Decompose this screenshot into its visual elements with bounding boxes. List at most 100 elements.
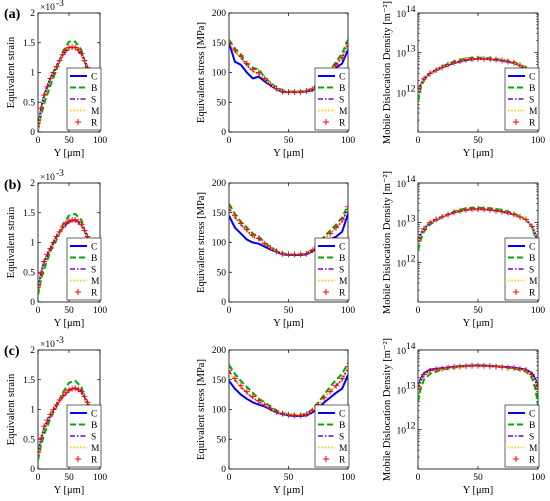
y-tick-label: 10 — [397, 259, 407, 269]
series-R-marker — [261, 401, 268, 408]
series-R-marker — [243, 388, 250, 395]
y-tick-label: 200 — [212, 9, 227, 19]
x-tick-label: 100 — [341, 136, 356, 146]
legend-label: S — [339, 96, 344, 106]
legend-item-C: C — [70, 243, 97, 253]
series-R-marker — [231, 46, 238, 53]
legend-item-S: S — [70, 433, 96, 443]
series-R-marker — [231, 212, 238, 219]
series-R-marker — [333, 61, 340, 68]
legend-label: B — [91, 254, 97, 264]
y-tick-label: 150 — [212, 376, 227, 386]
series-R-marker — [50, 69, 57, 76]
y-tick-power: 14 — [406, 175, 416, 185]
x-tick-label: 50 — [473, 306, 483, 316]
series-R-marker — [267, 244, 274, 251]
x-tick-label: 100 — [341, 306, 356, 316]
panel-a-strain: 0 50 100 0 0.5 1 1.5 2 ×10 -3 Y [μm] Equivalent str… — [6, 0, 107, 159]
series-R-marker — [475, 206, 481, 213]
legend-label: C — [529, 243, 535, 253]
y-axis-label: Equivalent stress [MPa] — [196, 192, 207, 293]
series-R-marker — [493, 207, 499, 214]
series-R-marker — [309, 407, 316, 414]
y-tick-power: 14 — [406, 5, 416, 15]
series-R-marker — [84, 399, 91, 406]
series-R-marker — [62, 389, 69, 396]
legend-item-C: C — [70, 410, 97, 420]
y-tick-label: 2 — [30, 9, 35, 19]
series-R-marker — [255, 397, 262, 404]
legend-label: S — [91, 433, 96, 443]
legend-label: S — [339, 433, 344, 443]
series-R-marker — [327, 388, 334, 395]
legend-label: R — [529, 289, 536, 299]
series-R-marker — [427, 219, 433, 226]
series-R-marker — [475, 362, 481, 369]
x-tick-label: 0 — [227, 306, 232, 316]
legend-label: M — [91, 277, 100, 287]
series-R-marker — [249, 232, 256, 239]
series-R-marker — [529, 371, 535, 378]
legend-item-S: S — [508, 433, 534, 443]
series-R-marker — [59, 51, 66, 58]
series-R-marker — [249, 66, 256, 73]
series-R-marker — [505, 209, 511, 216]
legend-item-B: B — [508, 421, 535, 431]
legend-label: R — [339, 289, 346, 299]
y-exponent-power: -3 — [56, 169, 64, 179]
y-tick-label: 0 — [30, 465, 35, 475]
legend-label: M — [529, 277, 538, 287]
series-R-marker — [38, 105, 45, 112]
series-R-marker — [517, 366, 523, 373]
y-exponent-label: ×10 — [40, 3, 55, 13]
y-axis-label: Equivalent stress [MPa] — [196, 359, 207, 460]
legend-item-C: C — [318, 73, 345, 83]
legend-label: C — [339, 410, 345, 420]
panel-c-stress: 0 50 100 0 50 100 150 200 Y [μm] Equivalent stres… — [196, 346, 355, 496]
legend-item-M: M — [508, 277, 538, 287]
series-R-marker — [231, 375, 238, 382]
legend-label: R — [529, 456, 536, 466]
x-tick-label: 100 — [531, 473, 546, 483]
series-R-marker — [267, 405, 274, 412]
y-tick-label: 2 — [30, 346, 35, 356]
legend-label: B — [339, 84, 345, 94]
legend-item-S: S — [508, 266, 534, 276]
series-R-marker — [499, 57, 505, 64]
series-R-marker — [421, 371, 427, 378]
legend-item-C: C — [318, 243, 345, 253]
series-R-marker — [53, 63, 60, 70]
legend-label: R — [91, 289, 98, 299]
series-R-marker — [261, 75, 268, 82]
series-R-marker — [255, 69, 262, 76]
legend-item-M: M — [508, 444, 538, 454]
legend-item-B: B — [508, 254, 535, 264]
y-tick-label: 10 — [397, 89, 407, 99]
series-R-marker — [451, 59, 457, 66]
y-tick-label: 10 — [397, 387, 407, 397]
legend-item-M: M — [508, 107, 538, 117]
series-R-marker — [523, 367, 529, 374]
y-tick-label: 10 — [397, 180, 407, 190]
legend-label: C — [91, 410, 97, 420]
legend-label: S — [339, 266, 344, 276]
series-R-marker — [56, 57, 63, 64]
series-R-marker — [445, 364, 451, 371]
series-R-marker — [493, 56, 499, 63]
series-R-marker — [279, 250, 286, 257]
series-R-marker — [41, 92, 48, 99]
series-R-marker — [81, 227, 88, 234]
legend-label: M — [339, 107, 348, 117]
x-tick-label: 100 — [93, 306, 108, 316]
legend-item-S: S — [70, 96, 96, 106]
series-R-marker — [327, 230, 334, 237]
y-tick-label: 10 — [397, 10, 407, 20]
series-R-marker — [463, 56, 469, 63]
series-R-marker — [44, 251, 51, 258]
x-tick-label: 0 — [416, 473, 421, 483]
legend-item-R: R — [513, 456, 536, 466]
y-tick-label: 0 — [30, 128, 35, 138]
series-R-marker — [75, 218, 82, 225]
series-R-marker — [249, 393, 256, 400]
